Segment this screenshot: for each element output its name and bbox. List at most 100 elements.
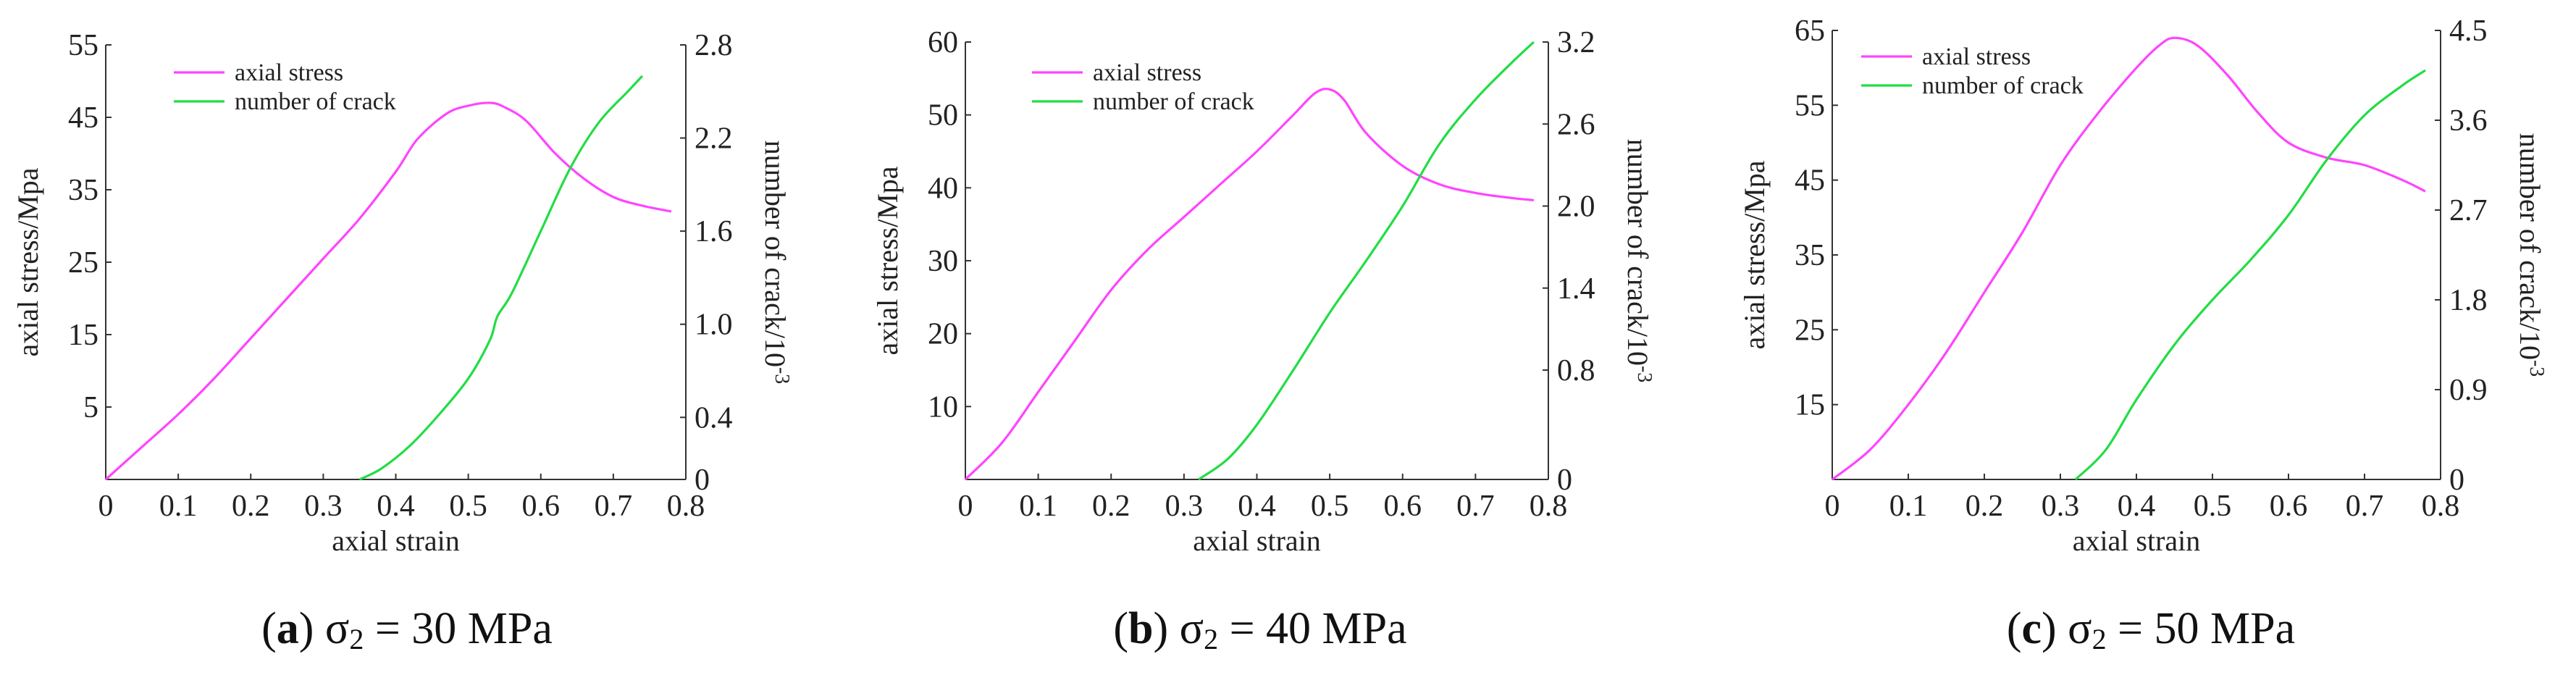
panel-caption: (a) σ2 = 30 MPa — [261, 604, 553, 655]
y-tick-label: 10 — [928, 390, 958, 424]
y-axis-label: axial stress/Mpa — [871, 166, 904, 355]
y-tick-label: 50 — [928, 99, 958, 133]
x-axis-label: axial strain — [2073, 524, 2201, 557]
caption-subscript: 2 — [349, 623, 364, 655]
y-tick-label: 45 — [68, 101, 98, 135]
series-line-axial-stress — [104, 101, 672, 481]
x-tick-label: 0.8 — [2422, 490, 2460, 523]
y-tick-label: 20 — [928, 318, 958, 351]
caption-letter: b — [1128, 604, 1153, 653]
x-axis-label: axial strain — [332, 524, 460, 557]
y2-axis-label: number of crack/10-3 — [1621, 139, 1656, 383]
y2-tick-label: 4.5 — [2449, 14, 2488, 48]
y-tick-label: 55 — [68, 29, 98, 62]
y-tick-label: 35 — [1795, 239, 1825, 272]
chart-panel-b: 0 0.1 0.2 0.3 0.4 0.5 0.6 0.7 0.810203040506000.… — [871, 26, 1656, 655]
caption-letter: a — [277, 604, 299, 653]
y2-tick-label: 1.4 — [1557, 272, 1595, 306]
x-tick-label: 0.2 — [232, 490, 270, 523]
caption-paren-close: ) — [2042, 604, 2068, 653]
y2-tick-label: 2.0 — [1557, 190, 1595, 224]
legend-label-axial-stress: axial stress — [1093, 59, 1201, 86]
y-tick-label: 5 — [83, 391, 98, 424]
x-tick-label: 0.4 — [1238, 490, 1276, 523]
caption-symbol: σ — [1180, 604, 1204, 653]
caption-subscript: 2 — [2092, 623, 2107, 655]
x-tick-label: 0 — [1825, 490, 1840, 523]
y-tick-label: 30 — [928, 245, 958, 278]
y2-axis-label-exponent: -3 — [771, 367, 793, 384]
caption-value: = 50 MPa — [2107, 604, 2296, 653]
x-tick-label: 0.7 — [1456, 490, 1495, 523]
y2-tick-label: 3.2 — [1557, 26, 1595, 59]
x-tick-label: 0.3 — [2042, 490, 2080, 523]
x-tick-label: 0.7 — [595, 490, 633, 523]
y-tick-label: 60 — [928, 26, 958, 59]
series-line-axial-stress — [1832, 36, 2426, 481]
x-tick-label: 0.6 — [522, 490, 561, 523]
x-tick-label: 0.5 — [449, 490, 487, 523]
x-tick-label: 0 — [98, 490, 114, 523]
y2-tick-label: 3.6 — [2449, 104, 2488, 138]
y2-axis-label-text: number of crack/10 — [759, 141, 792, 367]
y2-tick-label: 2.6 — [1557, 108, 1595, 141]
chart-panel-a: 0 0.1 0.2 0.3 0.4 0.5 0.6 0.7 0.8 5 15 25 35 45 55 0 0.4… — [12, 29, 793, 655]
y2-tick-label: 0 — [2449, 464, 2464, 497]
x-tick-label: 0.5 — [2194, 490, 2232, 523]
y-axis-label: axial stress/Mpa — [12, 167, 44, 356]
x-tick-label: 0.6 — [2270, 490, 2308, 523]
x-tick-label: 0.2 — [1092, 490, 1130, 523]
y-tick-label: 25 — [68, 246, 98, 280]
caption-symbol: σ — [2068, 604, 2092, 653]
x-tick-label: 0.1 — [1889, 490, 1928, 523]
caption-paren-close: ) — [1153, 604, 1179, 653]
caption-paren-close: ) — [299, 604, 325, 653]
y2-tick-label: 2.8 — [695, 29, 733, 62]
y2-axis-label-exponent: -3 — [1633, 366, 1656, 382]
legend-label-number-of-crack: number of crack — [235, 88, 396, 115]
y-tick-label: 35 — [68, 174, 98, 207]
y-tick-label: 65 — [1795, 14, 1825, 48]
panel-caption: (c) σ2 = 50 MPa — [2007, 604, 2295, 655]
legend-label-number-of-crack: number of crack — [1922, 72, 2084, 99]
x-tick-label: 0.4 — [2118, 490, 2156, 523]
y2-axis-label: number of crack/10-3 — [759, 141, 793, 385]
caption-subscript: 2 — [1204, 623, 1218, 655]
y2-tick-label: 1.6 — [695, 215, 733, 248]
caption-paren-open: ( — [1113, 604, 1128, 653]
y2-tick-label: 2.2 — [695, 122, 733, 156]
y2-tick-label: 0.9 — [2449, 374, 2488, 407]
legend-label-axial-stress: axial stress — [235, 59, 343, 86]
x-tick-label: 0.8 — [1530, 490, 1568, 523]
series-line-axial-stress — [964, 88, 1535, 481]
chart-panel-c: 0 0.1 0.2 0.3 0.4 0.5 0.6 0.7 0.8 15 25 35 45 55 65 0 0.… — [1738, 14, 2548, 655]
y-tick-label: 45 — [1795, 164, 1825, 198]
x-tick-label: 0 — [958, 490, 973, 523]
x-tick-label: 0.1 — [1019, 490, 1057, 523]
caption-letter: c — [2021, 604, 2042, 653]
x-tick-label: 0.4 — [377, 490, 415, 523]
caption-value: = 30 MPa — [364, 604, 553, 653]
x-tick-label: 0.8 — [667, 490, 705, 523]
caption-value: = 40 MPa — [1218, 604, 1407, 653]
caption-symbol: σ — [325, 604, 349, 653]
y-tick-label: 15 — [1795, 389, 1825, 422]
legend-label-axial-stress: axial stress — [1922, 43, 2031, 70]
y2-tick-label: 2.7 — [2449, 194, 2488, 227]
y-axis-label: axial stress/Mpa — [1738, 160, 1771, 349]
x-tick-label: 0.6 — [1384, 490, 1422, 523]
y2-tick-label: 0 — [695, 464, 710, 497]
panel-caption: (b) σ2 = 40 MPa — [1113, 604, 1406, 655]
y2-axis-label-exponent: -3 — [2525, 360, 2548, 377]
x-tick-label: 0.3 — [1165, 490, 1204, 523]
caption-paren-open: ( — [261, 604, 277, 653]
x-tick-label: 0.3 — [304, 490, 343, 523]
x-tick-label: 0.2 — [1965, 490, 2004, 523]
y-tick-label: 25 — [1795, 314, 1825, 347]
series-line-number-of-crack — [358, 75, 644, 481]
y2-tick-label: 0.8 — [1557, 354, 1595, 387]
y-tick-label: 55 — [1795, 89, 1825, 122]
y2-axis-label-text: number of crack/10 — [2514, 133, 2546, 360]
